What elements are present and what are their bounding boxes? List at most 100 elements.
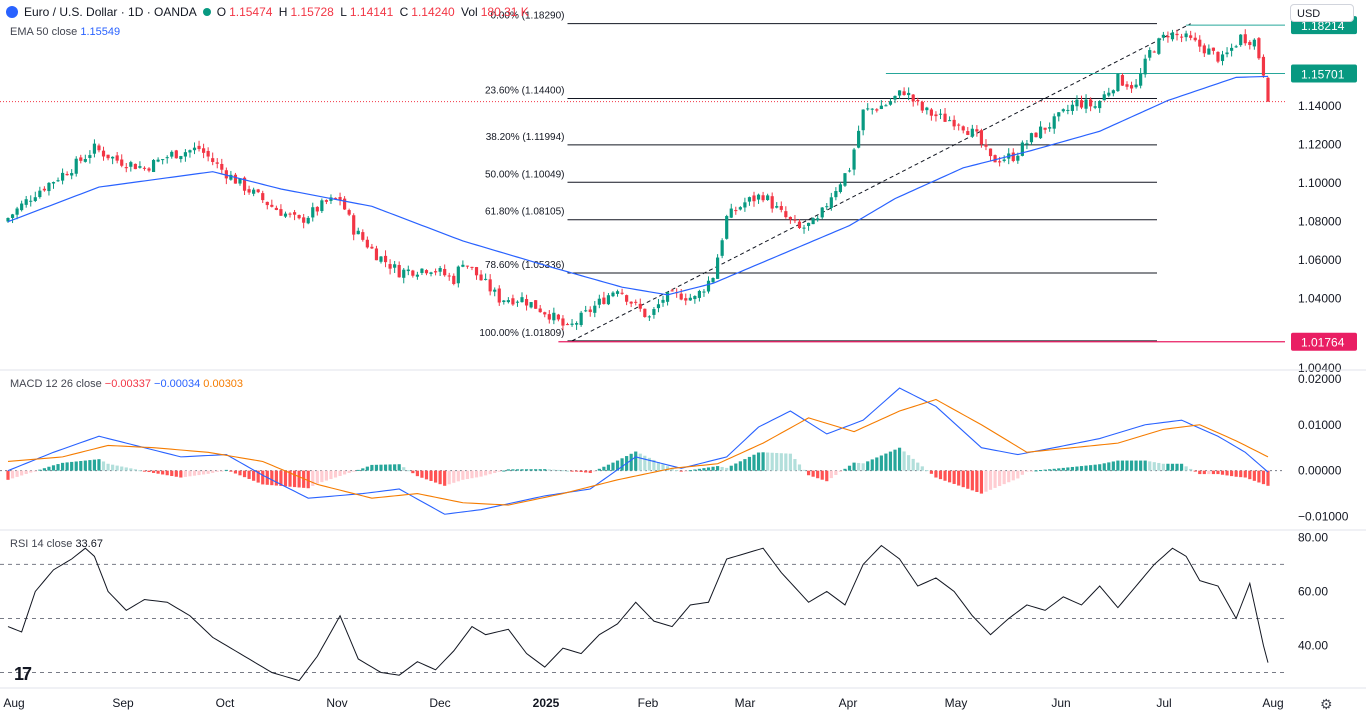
candle-body xyxy=(1252,39,1256,47)
macd-histogram-bar xyxy=(597,468,601,471)
candle-body xyxy=(424,270,429,274)
macd-histogram-bar xyxy=(1129,460,1134,471)
candle-body xyxy=(488,279,492,292)
candle-body xyxy=(1207,48,1211,55)
macd-histogram-bar xyxy=(156,470,160,474)
macd-histogram-bar xyxy=(1230,470,1234,477)
time-tick-label: Sep xyxy=(112,696,134,710)
macd-histogram-bar xyxy=(183,470,187,477)
macd-signal-value: 0.00303 xyxy=(203,378,244,390)
macd-histogram-bar xyxy=(133,469,137,471)
candle-body xyxy=(943,113,947,122)
macd-histogram-bar xyxy=(383,464,388,471)
candle-body xyxy=(920,102,924,111)
candle-body xyxy=(347,210,351,215)
macd-histogram-bar xyxy=(333,470,338,478)
candle-body xyxy=(297,215,301,219)
candle-body xyxy=(343,198,347,210)
time-axis[interactable]: Aug Sep Oct Nov Dec 2025 Feb Mar Apr May Jun Jul Aug xyxy=(3,696,1283,710)
candle-body xyxy=(10,214,15,218)
candle-body xyxy=(847,170,852,172)
macd-histogram-bar xyxy=(238,470,242,476)
macd-histogram-bar xyxy=(315,470,319,484)
macd-histogram-bar xyxy=(1061,467,1065,471)
price-axis[interactable]: 1.14000 1.12000 1.10000 1.08000 1.06000 1.040… xyxy=(1291,16,1357,375)
candle-body xyxy=(274,207,278,210)
macd-histogram-bar xyxy=(129,468,133,471)
candle-body xyxy=(1148,50,1152,58)
macd-histogram-bar xyxy=(957,470,961,486)
macd-histogram-bar xyxy=(811,470,815,477)
fibonacci-retracement[interactable]: 0.00% (1.18290) 23.60% (1.14400) 38.20% (1… xyxy=(479,11,1191,342)
macd-histogram-bar xyxy=(843,468,847,471)
time-tick-label: Oct xyxy=(216,696,235,710)
candle-body xyxy=(1202,45,1206,54)
macd-histogram-bar xyxy=(338,470,342,476)
macd-histogram-bar xyxy=(311,470,315,486)
macd-histogram-bar xyxy=(1257,470,1261,483)
candle-body xyxy=(188,150,192,153)
candle-body xyxy=(283,213,288,217)
macd-histogram-bar xyxy=(888,451,893,471)
candle-body xyxy=(547,314,551,320)
price-tag-bg xyxy=(1291,332,1357,351)
candle-body xyxy=(957,124,961,126)
ema-50-line xyxy=(7,75,1269,296)
candle-body xyxy=(1084,99,1088,109)
candle-body xyxy=(788,216,792,220)
symbol-logo-icon[interactable] xyxy=(6,6,18,18)
candle-body xyxy=(866,108,870,110)
fib-level-label: 78.60% (1.05336) xyxy=(485,260,565,271)
market-status-icon xyxy=(202,8,211,16)
candle-body xyxy=(897,90,902,96)
candle-body xyxy=(202,148,206,153)
candle-body xyxy=(766,195,770,200)
currency-selector[interactable]: USD xyxy=(1290,4,1354,22)
macd-histogram-bar xyxy=(1261,470,1266,485)
candle-body xyxy=(506,300,510,303)
candle-body xyxy=(438,268,442,272)
candle-body xyxy=(1248,41,1252,46)
candle-body xyxy=(625,295,629,302)
macd-histogram-bar xyxy=(502,470,506,472)
fib-level-label: 100.00% (1.01809) xyxy=(479,328,564,339)
price-tag: 1.15701 xyxy=(1291,64,1357,83)
candle-body xyxy=(925,107,929,111)
candle-body xyxy=(324,200,329,202)
time-tick-label: Aug xyxy=(3,696,24,710)
macd-histogram-bar xyxy=(79,461,83,471)
candle-body xyxy=(1079,100,1084,108)
macd-histogram-bar xyxy=(775,452,779,471)
rsi-legend[interactable]: RSI 14 close 33.67 xyxy=(10,538,103,550)
macd-histogram-bar xyxy=(752,454,756,471)
candle-body xyxy=(374,248,379,261)
ohlc-readout: O 1.15474 H 1.15728 L 1.14141 C 1.14240 Vol 1… xyxy=(217,5,532,19)
macd-histogram-bar xyxy=(388,464,392,471)
ema-legend[interactable]: EMA 50 close 1.15549 xyxy=(10,26,120,38)
macd-pane: 0.02000 0.01000 0.00000 −0.01000 xyxy=(0,372,1349,524)
candle-body xyxy=(220,163,224,170)
macd-histogram-bar xyxy=(988,470,993,490)
macd-histogram-bar xyxy=(716,466,720,471)
candle-body xyxy=(60,172,65,181)
macd-histogram-bar xyxy=(652,459,656,471)
candle-body xyxy=(1116,73,1120,92)
macd-histogram-bar xyxy=(606,464,611,471)
candle-body xyxy=(292,212,297,215)
macd-histogram-bar xyxy=(247,470,251,479)
macd-legend[interactable]: MACD 12 26 close −0.00337 −0.00034 0.003… xyxy=(10,378,243,390)
macd-histogram-bar xyxy=(693,469,697,471)
candle-body xyxy=(643,308,647,318)
macd-histogram-bar xyxy=(347,470,351,473)
candle-body xyxy=(311,207,315,218)
candle-body xyxy=(1089,99,1093,107)
horizontal-levels[interactable] xyxy=(0,24,1285,343)
symbol-title[interactable]: Euro / U.S. Dollar · 1D · OANDA xyxy=(24,5,197,19)
rsi-tick-label: 60.00 xyxy=(1298,584,1328,598)
candle-body xyxy=(584,310,588,312)
candle-body xyxy=(129,162,133,167)
candle-body xyxy=(716,257,720,279)
time-tick-label: Jul xyxy=(1156,696,1171,710)
time-tick-label: Jun xyxy=(1051,696,1070,710)
settings-gear-icon[interactable]: ⚙ xyxy=(1320,696,1333,712)
